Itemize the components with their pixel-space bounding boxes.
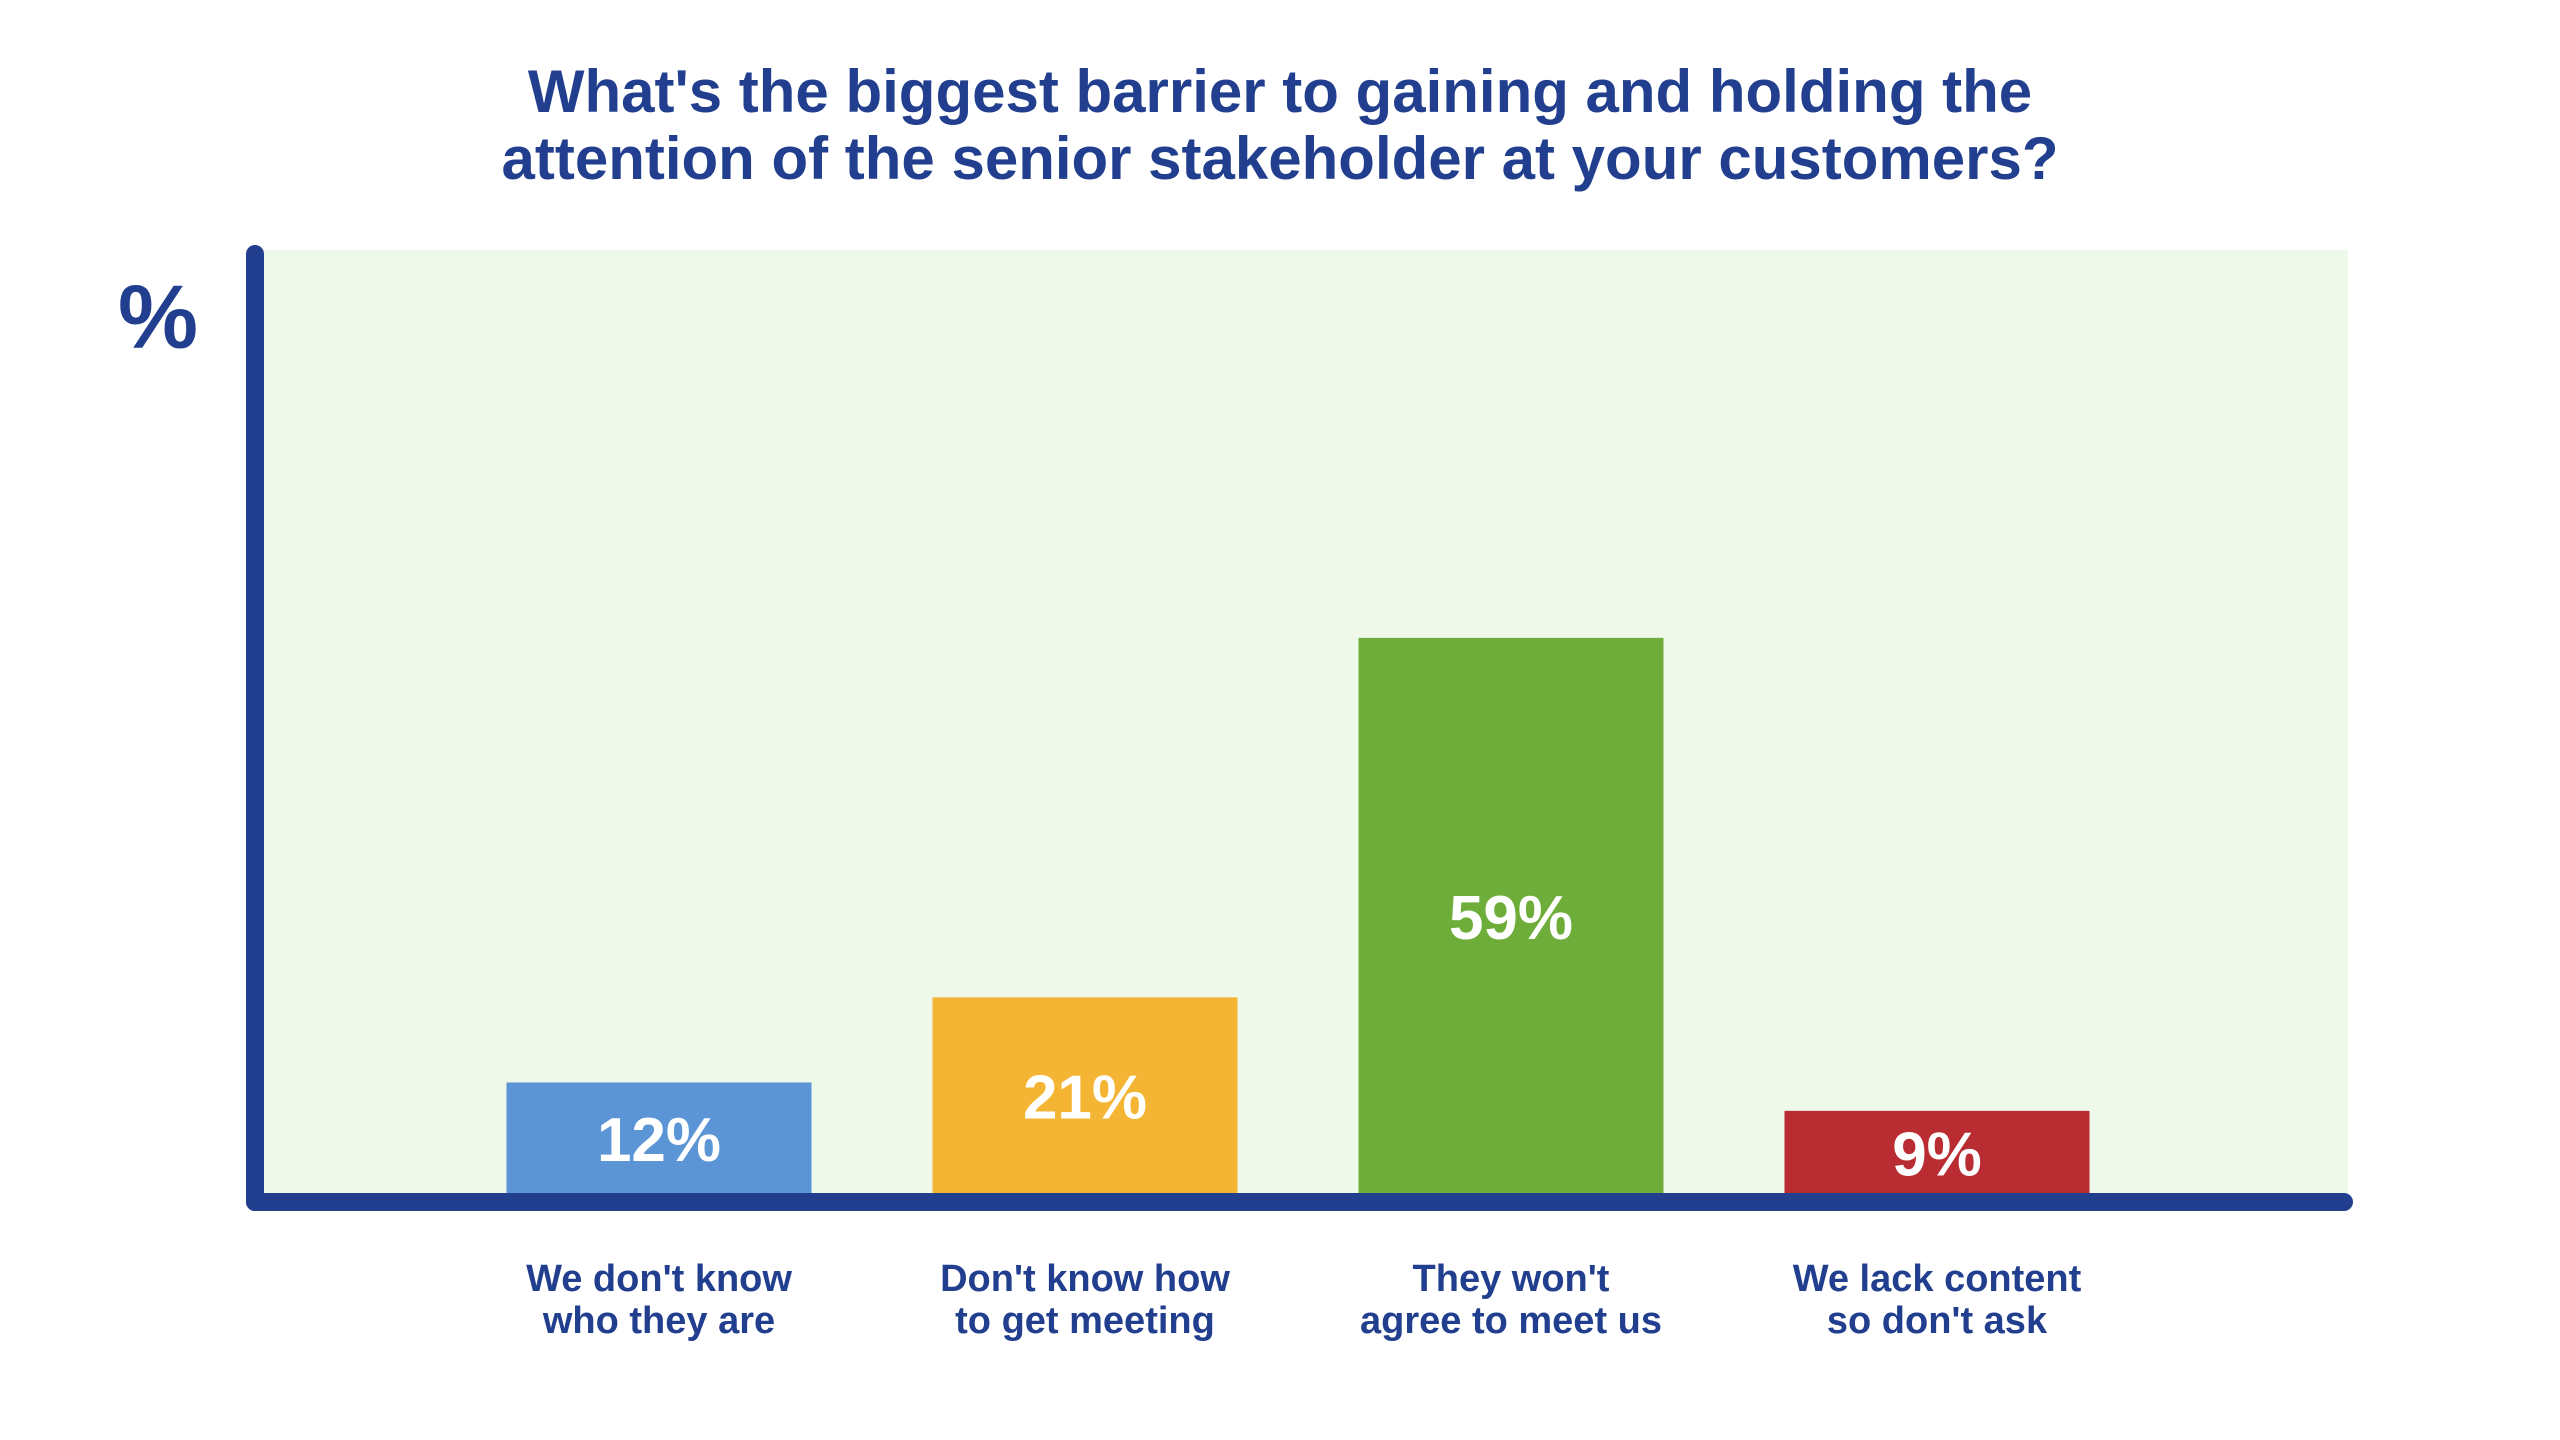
category-label-line: They won't: [1412, 1258, 1610, 1300]
chart-title-line-1: What's the biggest barrier to gaining an…: [527, 58, 2033, 125]
bar-value-label: 59%: [1449, 884, 1573, 953]
category-label: Don't know how to get meeting: [885, 1258, 1285, 1342]
category-label-line: who they are: [542, 1300, 776, 1342]
plot-area: [258, 250, 2348, 1196]
category-label: We don't know who they are: [459, 1258, 859, 1342]
bar: [1784, 1110, 2090, 1196]
category-label-line: to get meeting: [955, 1300, 1215, 1342]
category-label: They won't agree to meet us: [1311, 1258, 1711, 1342]
category-label: We lack content so don't ask: [1737, 1258, 2137, 1342]
bar-value-label: 9%: [1892, 1120, 1982, 1189]
chart-title: What's the biggest barrier to gaining an…: [0, 58, 2560, 192]
bar: [506, 1082, 812, 1196]
category-label-line: so don't ask: [1826, 1300, 2048, 1342]
chart-title-line-2: attention of the senior stakeholder at y…: [501, 125, 2059, 192]
category-label-line: agree to meet us: [1360, 1300, 1662, 1342]
category-label-line: We don't know: [526, 1258, 792, 1300]
y-axis-unit-label: %: [118, 268, 199, 368]
bar: [1358, 637, 1664, 1196]
bar-value-label: 12%: [597, 1106, 721, 1175]
category-label-line: Don't know how: [940, 1258, 1230, 1300]
bar: [932, 997, 1238, 1196]
category-label-line: We lack content: [1792, 1258, 2082, 1300]
bar-value-label: 21%: [1023, 1064, 1147, 1133]
